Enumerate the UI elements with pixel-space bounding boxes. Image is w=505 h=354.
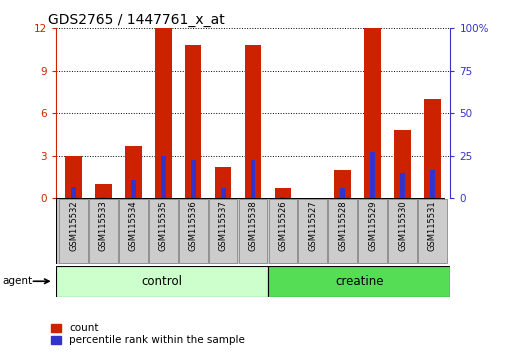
Text: GSM115536: GSM115536 xyxy=(188,200,197,251)
FancyBboxPatch shape xyxy=(238,199,267,263)
Bar xyxy=(244,45,261,198)
Text: GSM115534: GSM115534 xyxy=(129,200,138,251)
Bar xyxy=(423,99,440,198)
Legend: count, percentile rank within the sample: count, percentile rank within the sample xyxy=(50,323,245,345)
Bar xyxy=(369,152,374,198)
FancyBboxPatch shape xyxy=(358,199,386,263)
Bar xyxy=(161,156,166,198)
FancyBboxPatch shape xyxy=(328,199,357,263)
FancyBboxPatch shape xyxy=(178,199,207,263)
Text: GSM115537: GSM115537 xyxy=(218,200,227,251)
FancyBboxPatch shape xyxy=(59,199,88,263)
Bar xyxy=(280,197,285,198)
Bar xyxy=(155,28,171,198)
Text: creatine: creatine xyxy=(334,275,383,288)
Bar xyxy=(131,180,136,198)
Bar xyxy=(334,170,350,198)
Text: GSM115530: GSM115530 xyxy=(397,200,406,251)
Text: GDS2765 / 1447761_x_at: GDS2765 / 1447761_x_at xyxy=(47,13,224,27)
FancyBboxPatch shape xyxy=(148,199,177,263)
Text: control: control xyxy=(141,275,182,288)
FancyBboxPatch shape xyxy=(298,199,327,263)
FancyBboxPatch shape xyxy=(89,199,118,263)
Bar xyxy=(339,188,344,198)
Text: GSM115526: GSM115526 xyxy=(278,200,287,251)
Bar xyxy=(399,173,404,198)
Bar xyxy=(429,170,434,198)
Text: GSM115533: GSM115533 xyxy=(99,200,108,251)
Bar xyxy=(95,184,112,198)
FancyBboxPatch shape xyxy=(417,199,446,263)
Bar xyxy=(220,188,225,198)
FancyBboxPatch shape xyxy=(56,198,443,264)
Bar xyxy=(101,197,106,198)
Bar xyxy=(274,188,290,198)
Text: agent: agent xyxy=(3,276,33,286)
FancyBboxPatch shape xyxy=(209,199,237,263)
FancyBboxPatch shape xyxy=(387,199,416,263)
Bar xyxy=(393,130,410,198)
Text: GSM115532: GSM115532 xyxy=(69,200,78,251)
Bar xyxy=(190,160,195,198)
Text: GSM115531: GSM115531 xyxy=(427,200,436,251)
Bar xyxy=(65,156,82,198)
Text: GSM115527: GSM115527 xyxy=(308,200,317,251)
Bar xyxy=(71,187,76,198)
Text: GSM115528: GSM115528 xyxy=(337,200,346,251)
Text: GSM115529: GSM115529 xyxy=(367,200,376,251)
Bar xyxy=(215,167,231,198)
FancyBboxPatch shape xyxy=(268,199,296,263)
FancyBboxPatch shape xyxy=(56,266,268,297)
Text: GSM115535: GSM115535 xyxy=(159,200,168,251)
Bar xyxy=(125,146,141,198)
Text: GSM115538: GSM115538 xyxy=(248,200,257,251)
FancyBboxPatch shape xyxy=(119,199,147,263)
FancyBboxPatch shape xyxy=(268,266,449,297)
Bar xyxy=(250,160,255,198)
Bar xyxy=(364,28,380,198)
Bar xyxy=(185,45,201,198)
